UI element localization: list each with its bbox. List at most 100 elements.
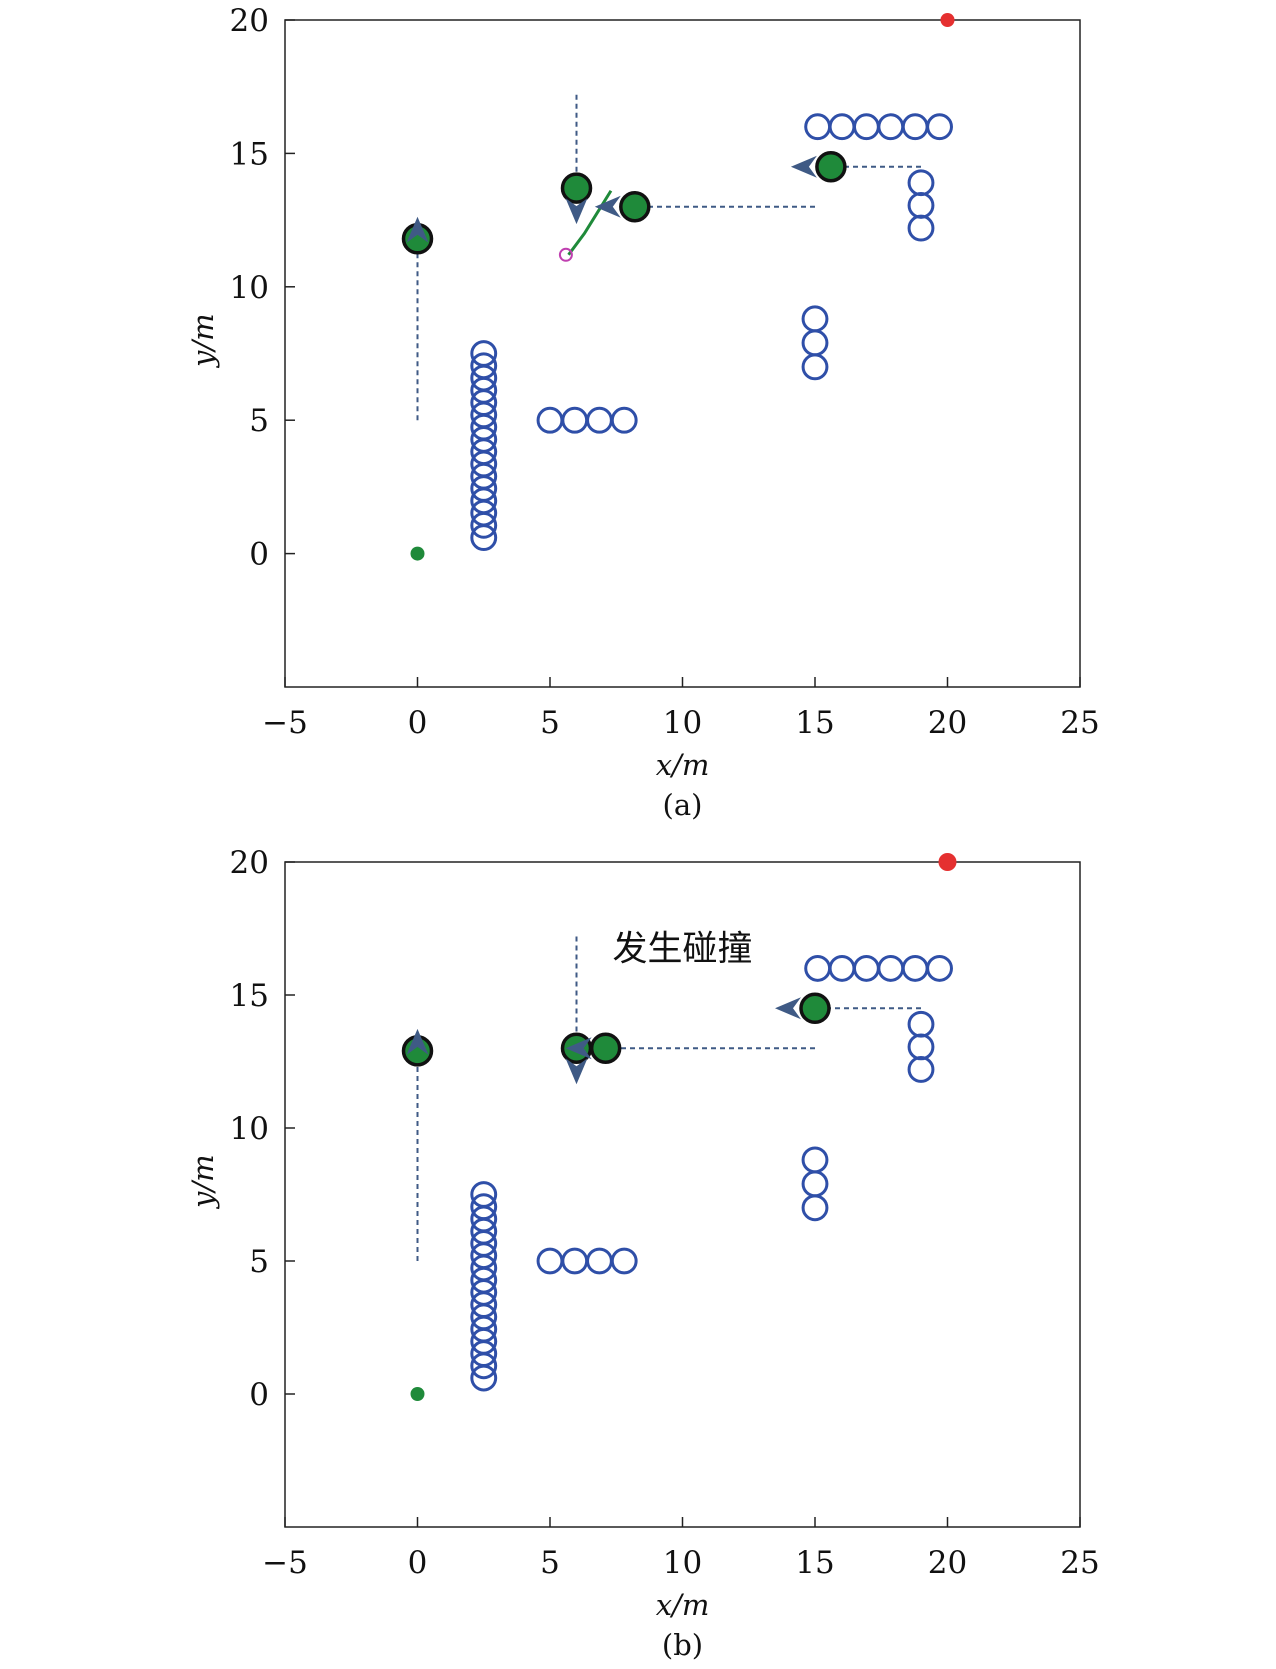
- heading-arrow: [406, 1028, 429, 1055]
- x-tick-label: 15: [795, 705, 834, 741]
- agent: [775, 992, 921, 1025]
- x-tick-label: −5: [262, 705, 308, 741]
- obstacle-group: [470, 113, 953, 552]
- obstacle-circle: [470, 1193, 498, 1221]
- heading-arrow: [594, 195, 621, 218]
- obstacle-circle: [907, 1033, 935, 1061]
- obstacle-circle: [801, 329, 829, 357]
- y-tick-label: 10: [230, 270, 269, 306]
- agent: [790, 150, 921, 183]
- goal-point: [938, 853, 957, 871]
- y-tick-label: 20: [230, 845, 269, 881]
- obstacle-circle: [828, 954, 856, 982]
- x-tick-label: 20: [928, 1545, 967, 1581]
- obstacle-circle: [907, 214, 935, 242]
- agent-robot: [560, 172, 593, 204]
- obstacle-circle: [877, 954, 905, 982]
- obstacle-circle: [470, 352, 498, 380]
- obstacle-circle: [561, 406, 589, 434]
- obstacle-circle: [801, 1170, 829, 1198]
- panel-label: (a): [663, 788, 703, 822]
- obstacle-circle: [801, 1194, 829, 1222]
- agent: [560, 936, 593, 1085]
- agent: [565, 1032, 815, 1064]
- heading-arrow: [565, 198, 588, 225]
- x-tick-label: 15: [795, 1545, 834, 1581]
- x-tick-label: 5: [540, 705, 560, 741]
- agent-robot: [799, 992, 831, 1025]
- obstacle-circle: [907, 169, 935, 197]
- agent-robot: [619, 191, 651, 223]
- obstacle-circle: [586, 406, 613, 434]
- heading-arrow: [406, 216, 429, 243]
- plot-frame: [284, 19, 1081, 688]
- x-tick-label: 20: [928, 705, 967, 741]
- start-point: [410, 1387, 425, 1401]
- y-tick-label: 5: [249, 1244, 269, 1280]
- obstacle-circle: [907, 192, 935, 219]
- obstacle-circle: [828, 113, 856, 141]
- obstacle-circle: [586, 1247, 613, 1275]
- y-tick-label: 0: [249, 537, 269, 573]
- y-axis-label: y/m: [186, 313, 220, 369]
- agent-robot: [589, 1032, 622, 1064]
- y-axis-label: y/m: [186, 1154, 220, 1210]
- obstacle-circle: [536, 406, 564, 434]
- heading-arrow: [565, 1058, 588, 1085]
- y-tick-label: 15: [230, 978, 269, 1014]
- target-marker: [558, 247, 573, 262]
- agent: [401, 1028, 434, 1261]
- obstacle-circle: [801, 353, 829, 381]
- obstacle-circle: [610, 1247, 638, 1275]
- obstacle-circle: [610, 406, 638, 434]
- x-axis-label: x/m: [656, 1588, 710, 1622]
- goal-point: [940, 13, 955, 27]
- obstacle-circle: [907, 1056, 935, 1083]
- heading-arrow: [790, 155, 817, 178]
- heading-arrow: [775, 997, 801, 1020]
- x-tick-label: 25: [1060, 705, 1099, 741]
- y-tick-label: 15: [230, 136, 269, 172]
- obstacle-circle: [561, 1247, 589, 1275]
- agent-robot: [815, 150, 847, 183]
- heading-arrow: [565, 1037, 592, 1060]
- obstacle-circle: [926, 954, 953, 982]
- x-tick-label: 10: [663, 705, 702, 741]
- obstacle-circle: [852, 113, 880, 141]
- chart-panel-b: −5 0 5 10 15 20 25 0 5 10 15 20 x/m y/m (b) 发生碰撞: [186, 845, 1100, 1662]
- obstacle-circle: [877, 113, 905, 141]
- obstacle-circle: [804, 113, 832, 141]
- obstacle-circle: [470, 1181, 498, 1208]
- obstacle-group: [470, 954, 953, 1392]
- y-tick-label: 0: [249, 1377, 269, 1413]
- obstacle-circle: [801, 1146, 829, 1174]
- x-tick-label: 0: [408, 1545, 428, 1581]
- agent: [594, 191, 815, 223]
- x-tick-label: 0: [408, 705, 428, 741]
- x-tick-label: 5: [540, 1545, 560, 1581]
- obstacle-circle: [470, 340, 498, 367]
- collision-annotation: 发生碰撞: [612, 929, 752, 969]
- obstacle-circle: [907, 1010, 935, 1038]
- start-point: [410, 546, 425, 561]
- obstacle-circle: [804, 954, 832, 982]
- obstacle-circle: [801, 305, 829, 333]
- x-tick-label: 10: [663, 1545, 702, 1581]
- y-tick-label: 10: [230, 1111, 269, 1147]
- agent: [401, 216, 434, 421]
- x-tick-label: −5: [262, 1545, 308, 1581]
- x-axis-label: x/m: [656, 748, 710, 782]
- obstacle-circle: [926, 113, 953, 141]
- chart-panel-a: −5 0 5 10 15 20 25 0 5 10 15 20 x/m y/m (a): [186, 3, 1100, 822]
- obstacle-circle: [901, 113, 929, 141]
- y-tick-label: 20: [230, 3, 269, 39]
- obstacle-circle: [536, 1247, 564, 1275]
- x-tick-label: 25: [1060, 1545, 1099, 1581]
- obstacle-circle: [901, 954, 929, 982]
- agent: [560, 94, 593, 225]
- panel-label: (b): [662, 1628, 703, 1662]
- y-tick-label: 5: [249, 403, 269, 439]
- planned-path: [567, 189, 613, 256]
- obstacle-circle: [852, 954, 880, 982]
